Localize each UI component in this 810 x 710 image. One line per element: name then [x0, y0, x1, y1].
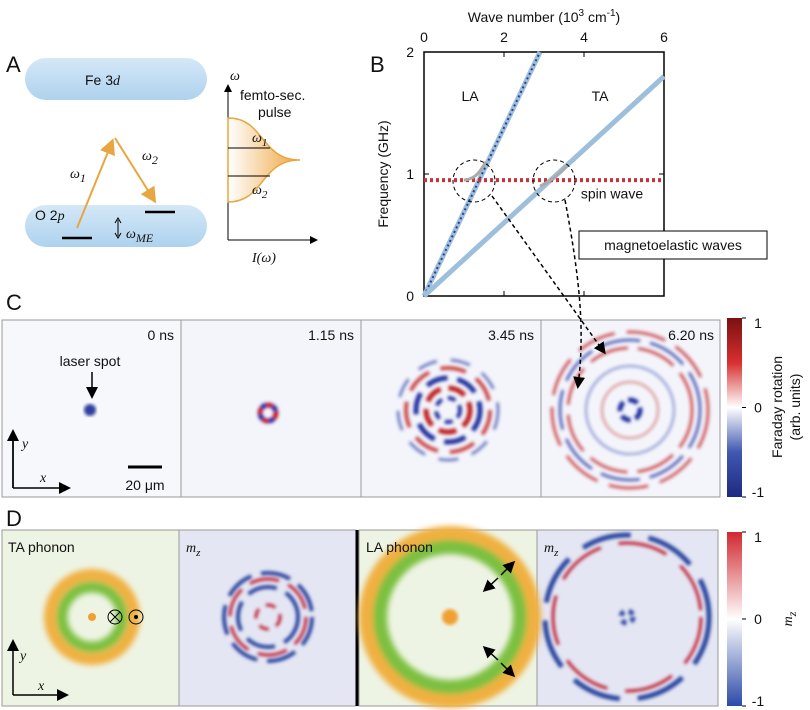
colorbar-ticks: 1 0 -1 — [742, 529, 764, 709]
colorbar-tick-label: 0 — [754, 611, 762, 627]
time-label: 6.20 ns — [668, 327, 714, 343]
colorbar-tick-label: -1 — [752, 484, 765, 500]
pulse-label: pulse — [258, 104, 292, 120]
highlight-circle — [452, 159, 496, 203]
panel-title: LA phonon — [366, 539, 433, 555]
axis-label: I(ω) — [251, 251, 276, 266]
source — [442, 609, 458, 625]
into-page — [109, 611, 121, 623]
ripples — [257, 330, 710, 490]
band-label: O 2p — [35, 207, 65, 224]
panel-title: mz — [186, 541, 201, 559]
image-row: 0 ns 1.15 ns 3.45 ns 6.20 ns laser spot … — [1, 315, 803, 500]
y-tick-label: 2 — [406, 44, 414, 60]
image-panel — [360, 319, 542, 498]
anticrossing — [539, 163, 570, 188]
axis-label: x — [39, 471, 47, 486]
image-panel — [180, 319, 362, 498]
pulse-spectrum — [227, 117, 301, 203]
out-of-page — [134, 615, 138, 619]
arrow — [482, 645, 499, 661]
source — [88, 613, 96, 621]
x-axis-title: Wave number (103 cm-1) — [468, 8, 620, 25]
panel-label: A — [6, 52, 21, 77]
pulse-label: femto-sec. — [240, 87, 305, 103]
sim-panel — [536, 529, 719, 707]
y-tick-label: 1 — [406, 166, 414, 182]
x-axis-title-part: cm — [584, 9, 607, 25]
time-label: 0 ns — [148, 327, 174, 343]
band-label: Fe 3d — [85, 72, 121, 89]
colorbar-label: (arb. units) — [787, 374, 803, 441]
x-axis-title-part: Wave number (10 — [468, 9, 579, 25]
colorbar-tick-label: 1 — [754, 315, 762, 331]
series-label: TA — [592, 88, 610, 104]
omega1: ω1 — [252, 131, 267, 149]
x-tick-label: 6 — [660, 29, 668, 45]
omega-me: ωME — [126, 227, 154, 245]
x-axis-title-part: -1 — [607, 8, 616, 19]
arrow — [114, 137, 157, 204]
panel-label: B — [370, 52, 385, 77]
arrow — [500, 560, 516, 576]
colorbar-tick-label: 1 — [754, 529, 762, 545]
x-tick-label: 4 — [580, 29, 588, 45]
colorbar-label: mz — [781, 611, 799, 626]
x-tick-label: 0 — [420, 29, 428, 45]
annotation: laser spot — [60, 353, 121, 369]
axis-label: y — [18, 649, 27, 664]
arrow — [482, 577, 499, 593]
colorbar — [727, 318, 742, 497]
time-label: 3.45 ns — [488, 327, 534, 343]
colorbar-label: Faraday rotation — [769, 356, 785, 458]
series-line-overlay — [423, 51, 541, 297]
axis-label: x — [37, 679, 45, 694]
x-axis-title-part: 3 — [579, 8, 585, 19]
omega2: ω2 — [252, 183, 268, 201]
time-label: 1.15 ns — [308, 327, 354, 343]
y-axis-title: Frequency (GHz) — [375, 120, 391, 227]
omega1: ω1 — [70, 167, 86, 185]
arrow — [76, 138, 115, 229]
series-label: LA — [461, 88, 479, 104]
panel-label: C — [6, 290, 22, 315]
panel-title: mz — [544, 541, 559, 559]
mz-pattern — [222, 532, 712, 702]
arrow — [500, 662, 516, 678]
energy-band — [25, 205, 207, 247]
out-of-page — [128, 609, 144, 625]
into-page — [107, 609, 123, 625]
y-tick-label: 0 — [406, 288, 414, 304]
axis-label: y — [20, 437, 29, 452]
anticrossing — [463, 161, 488, 182]
series-label: spin wave — [581, 185, 643, 201]
axis-label: ω — [230, 69, 240, 84]
x-tick-label: 2 — [500, 29, 508, 45]
series-line — [422, 74, 666, 298]
colorbar-tick-label: -1 — [752, 693, 765, 709]
colorbar-tick-label: 0 — [754, 400, 762, 416]
energy-band — [25, 58, 207, 100]
panel-title: TA phonon — [8, 539, 75, 555]
splitting-arrow — [114, 217, 122, 239]
highlight-circle — [532, 159, 576, 203]
panel-label: D — [6, 506, 22, 531]
x-axis-title-part: ) — [616, 9, 621, 25]
scale-label: 20 μm — [125, 477, 164, 493]
colorbar — [727, 532, 742, 706]
annotation-box — [578, 230, 768, 260]
spot — [84, 404, 96, 416]
sim-panel — [178, 529, 357, 707]
image-panel — [540, 319, 721, 498]
colorbar-ticks: 1 0 -1 — [742, 315, 764, 500]
omega2: ω2 — [142, 149, 158, 167]
annotation: magnetoelastic waves — [604, 237, 742, 253]
